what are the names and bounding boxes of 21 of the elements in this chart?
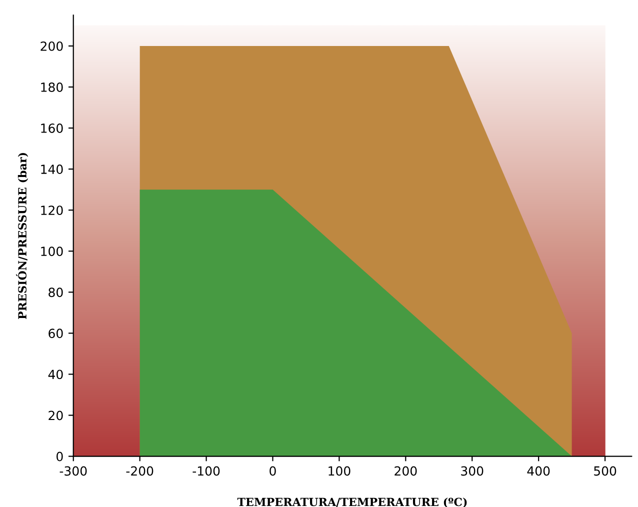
y-tick-label: 20 (48, 410, 63, 420)
x-tick-label: -200 (126, 466, 154, 476)
y-tick-label: 140 (41, 164, 63, 174)
x-tick-label: -300 (60, 466, 87, 476)
y-tick-label: 120 (41, 206, 63, 216)
x-tick-label: 200 (394, 466, 417, 476)
y-tick-label: 0 (56, 452, 63, 462)
x-tick-label: 500 (594, 466, 616, 476)
y-tick-label: 180 (41, 82, 63, 92)
x-tick-label: 400 (527, 466, 550, 476)
y-axis-title: PRESIÓN/PRESSURE (bar) (16, 153, 28, 320)
x-tick-label: 300 (461, 466, 484, 476)
y-tick-label: 200 (40, 41, 63, 51)
y-tick-label: 100 (41, 246, 63, 256)
x-tick-label: 100 (328, 466, 350, 476)
x-tick-label: 0 (270, 466, 276, 476)
y-tick-label: 160 (41, 124, 63, 133)
x-tick-label: -100 (192, 466, 220, 476)
y-tick-label: 40 (48, 370, 63, 380)
y-tick-label: 60 (48, 328, 63, 338)
y-tick-label: 80 (48, 288, 63, 298)
